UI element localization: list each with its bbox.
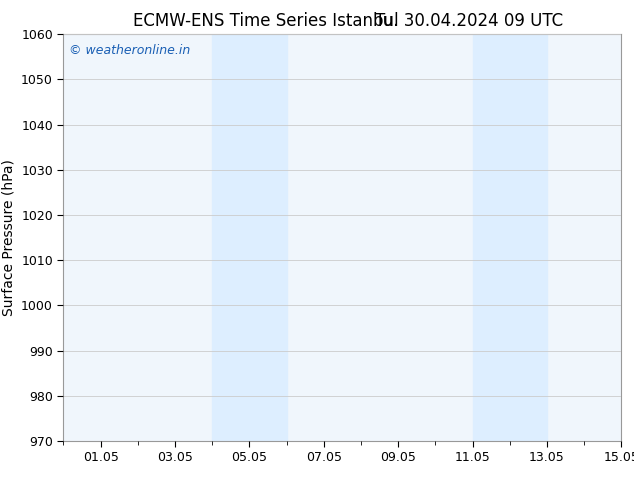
Bar	[472, 34, 547, 441]
Y-axis label: Surface Pressure (hPa): Surface Pressure (hPa)	[1, 159, 16, 316]
Text: © weatheronline.in: © weatheronline.in	[69, 45, 190, 57]
Bar	[212, 34, 287, 441]
Text: ECMW-ENS Time Series Istanbul: ECMW-ENS Time Series Istanbul	[134, 12, 399, 30]
Text: Tu. 30.04.2024 09 UTC: Tu. 30.04.2024 09 UTC	[375, 12, 563, 30]
